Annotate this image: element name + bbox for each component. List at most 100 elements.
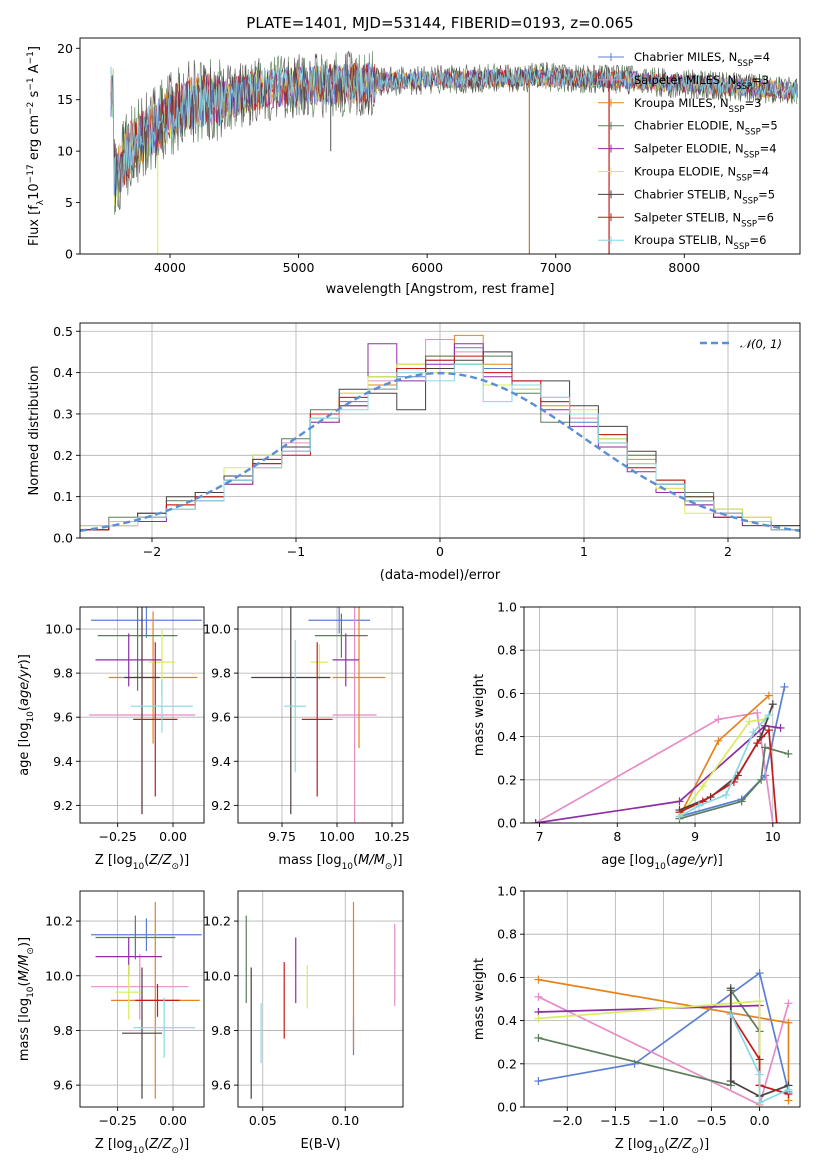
y-tick-label: 0.6 — [497, 970, 517, 985]
x-axis-label-part: ( — [353, 853, 358, 868]
x-axis-label-part: )] — [179, 1137, 189, 1152]
y-tick-label: 9.8 — [211, 1023, 231, 1038]
y-tick-label: 9.8 — [53, 1023, 73, 1038]
y-axis-label-part: )] — [17, 654, 32, 664]
y-tick-label: 10 — [57, 144, 73, 159]
x-axis-label-part: )] — [179, 853, 189, 868]
x-axis-label-part: )] — [713, 853, 723, 868]
weight-line — [538, 987, 761, 1087]
y-tick-label: 0.4 — [497, 1013, 517, 1028]
axes-frame — [523, 606, 801, 824]
legend-entry: Kroupa MILES, NSSP=3 — [634, 96, 761, 115]
y-tick-label: 10.2 — [203, 914, 231, 929]
x-axis-label-part: ( — [664, 1137, 669, 1152]
x-axis-label-part: ⊙ — [385, 862, 393, 872]
plot-area — [88, 607, 202, 815]
gridlines — [238, 607, 403, 823]
y-axis-label-part: ⊙ — [26, 947, 36, 955]
plot-area — [110, 50, 798, 254]
y-tick-label: 9.6 — [53, 710, 73, 725]
y-axis-label: age [log10(age/yr)] — [17, 654, 36, 776]
panel-spectrum: 4000 5000 6000 7000 8000 0 5 10 15 20 — [57, 37, 801, 275]
legend-name: Kroupa STELIB, N — [634, 233, 734, 247]
legend-entry: Chabrier ELODIE, NSSP=5 — [634, 119, 778, 138]
axes-frame — [79, 322, 801, 539]
y-tick-label: 0.0 — [53, 531, 73, 546]
x-tick-label: 10.00 — [319, 829, 355, 844]
y-tick-label: 9.8 — [53, 666, 73, 681]
weight-line — [678, 718, 766, 818]
y-axis-label-part: −2 — [26, 102, 36, 115]
legend-sub: SSP — [734, 242, 750, 252]
y-tick-label: 0.1 — [53, 489, 73, 504]
x-tick-label: 8 — [613, 829, 621, 844]
weight-line — [538, 971, 790, 1093]
histogram-step — [80, 363, 800, 538]
gridlines — [238, 891, 403, 1107]
x-tick-label: 0.10 — [331, 1113, 359, 1128]
axes-frame — [79, 606, 205, 824]
legend-sub: SSP — [741, 219, 757, 229]
legend-name: Kroupa ELODIE, N — [634, 165, 736, 179]
legend-sub: SSP — [729, 105, 745, 115]
y-tick-label: 10.0 — [45, 968, 73, 983]
x-axis-label-part: 10 — [133, 1146, 145, 1156]
x-axis-label-part: ⊙ — [691, 1146, 699, 1156]
x-tick-label: 5000 — [283, 260, 315, 275]
plot-area — [531, 682, 793, 823]
x-tick-label: 0.00 — [159, 829, 187, 844]
weight-line — [679, 714, 770, 818]
x-tick-label: 1 — [580, 544, 588, 559]
x-axis-label-part: 10 — [342, 862, 354, 872]
legend-sub: SSP — [737, 59, 753, 69]
y-axis-label-part: ] — [27, 46, 42, 51]
plot-area — [245, 901, 396, 1099]
y-tick-label: 0.3 — [53, 406, 73, 421]
y-axis-label-part: mass [log — [17, 998, 32, 1061]
panel-residuals: −2 −1 0 1 2 0.0 0.1 0.2 0.3 0.4 0.5 — [53, 322, 801, 559]
y-tick-label: 1.0 — [497, 600, 517, 615]
y-axis-label-part: 10 — [26, 711, 36, 723]
legend-name: Salpeter STELIB, N — [634, 210, 741, 224]
x-tick-label: 7000 — [540, 260, 572, 275]
x-axis-label-part: Z/Z — [148, 853, 172, 868]
axes-frame — [523, 890, 801, 1108]
legend-count: =4 — [752, 165, 769, 179]
y-tick-label: 9.2 — [53, 798, 73, 813]
legend-entry: Salpeter MILES, NSSP=3 — [634, 73, 769, 92]
x-axis-label: mass [log10(M/M⊙)] — [278, 853, 402, 872]
legend-sub: SSP — [744, 151, 760, 161]
x-tick-label: 7 — [536, 829, 544, 844]
axes-frame — [237, 606, 404, 824]
y-axis-label-part: Flux [f — [27, 205, 42, 246]
x-axis-label-part: ( — [144, 1137, 149, 1152]
y-tick-label: 9.6 — [53, 1078, 73, 1093]
x-tick-label: 0.00 — [159, 1113, 187, 1128]
y-axis-label-part: ( — [17, 981, 32, 986]
legend-entry: 𝒩(0, 1) — [740, 337, 782, 351]
weight-line — [729, 988, 789, 1098]
x-axis-label-part: Z/Z — [148, 1137, 172, 1152]
y-tick-label: 0.4 — [497, 729, 517, 744]
legend-count: =5 — [761, 119, 778, 133]
y-axis-label-part: s — [27, 90, 42, 101]
panel-mass-vs-z: −0.25 0.00 9.6 9.8 10.0 10.2 — [45, 890, 205, 1128]
legend-name: Kroupa MILES, N — [634, 96, 729, 110]
y-tick-label: 0.0 — [497, 1100, 517, 1115]
x-tick-label: 0.0 — [750, 1113, 770, 1128]
x-axis-label: Z [log10(Z/Z⊙)] — [95, 1137, 189, 1156]
y-tick-label: 9.8 — [211, 666, 231, 681]
y-tick-label: 0.5 — [53, 324, 73, 339]
weight-line — [730, 1013, 789, 1105]
weight-line — [535, 711, 774, 823]
legend-sub: SSP — [745, 128, 761, 138]
x-axis-label-part: age [log — [601, 853, 654, 868]
y-axis-label-part: M/M — [17, 955, 32, 982]
gridlines — [524, 606, 800, 824]
legend-name: Chabrier MILES, N — [634, 50, 737, 64]
panel-age-vs-mass: 9.75 10.00 10.25 9.2 9.4 9.6 9.8 10.0 — [203, 606, 410, 844]
x-tick-label: −0.25 — [98, 1113, 136, 1128]
normal-curve — [80, 371, 800, 532]
x-axis-label-part: ( — [666, 853, 671, 868]
x-axis-label-part: Z [log — [95, 853, 133, 868]
